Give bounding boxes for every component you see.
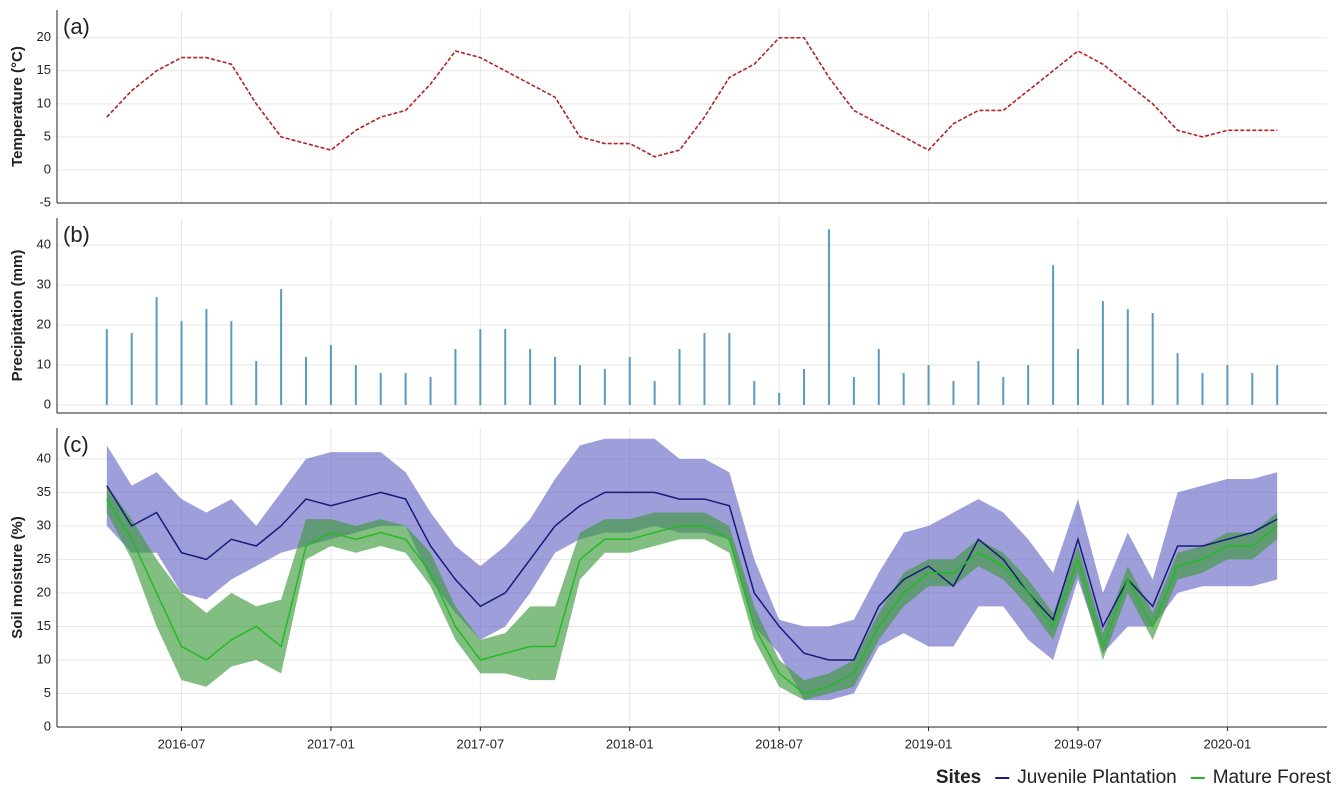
x-tick-label: 2018-07 bbox=[755, 736, 803, 751]
precipitation-bar bbox=[827, 229, 830, 406]
soil-line bbox=[106, 498, 1278, 695]
precipitation-bar bbox=[952, 381, 955, 406]
precipitation-bar bbox=[678, 349, 681, 406]
precipitation-bar bbox=[1251, 373, 1254, 406]
y-tick-label: 10 bbox=[37, 356, 51, 371]
precipitation-bar bbox=[1002, 377, 1005, 406]
precipitation-bar bbox=[255, 361, 258, 406]
precipitation-bar bbox=[429, 377, 432, 406]
x-tick-label: 2019-01 bbox=[905, 736, 953, 751]
precipitation-bar bbox=[130, 333, 133, 406]
precipitation-bar bbox=[1101, 301, 1104, 406]
y-tick-label: 0 bbox=[44, 161, 51, 176]
precipitation-bar bbox=[554, 357, 557, 406]
precipitation-bar bbox=[504, 329, 507, 406]
precipitation-bar bbox=[1076, 349, 1079, 406]
panel-label: (b) bbox=[63, 222, 90, 247]
precipitation-bar bbox=[1276, 365, 1279, 406]
y-tick-label: 5 bbox=[44, 685, 51, 700]
y-tick-label: 10 bbox=[37, 651, 51, 666]
precipitation-bar bbox=[877, 349, 880, 406]
precipitation-bar bbox=[927, 365, 930, 406]
precipitation-bar bbox=[1151, 313, 1154, 406]
y-axis-label: Temperature (°C) bbox=[9, 46, 26, 167]
precipitation-bar bbox=[329, 345, 332, 406]
y-tick-label: 35 bbox=[37, 484, 51, 499]
precipitation-bar bbox=[379, 373, 382, 406]
precipitation-bar bbox=[180, 321, 183, 406]
precipitation-bar bbox=[155, 297, 158, 406]
x-tick-label: 2019-07 bbox=[1054, 736, 1102, 751]
y-tick-label: 20 bbox=[37, 317, 51, 332]
y-tick-label: 40 bbox=[37, 237, 51, 252]
precipitation-bar bbox=[404, 373, 407, 406]
precipitation-bar bbox=[778, 393, 781, 406]
panel-label: (c) bbox=[63, 432, 89, 457]
legend-text: Juvenile Plantation bbox=[1017, 767, 1177, 788]
precipitation-bar bbox=[1226, 365, 1229, 406]
band-area bbox=[106, 485, 1278, 701]
legend-text: Mature Forest bbox=[1213, 767, 1332, 788]
precipitation-bar bbox=[728, 333, 731, 406]
y-tick-label: 20 bbox=[37, 584, 51, 599]
y-tick-label: 15 bbox=[37, 62, 51, 77]
precipitation-bar bbox=[479, 329, 482, 406]
precipitation-bar bbox=[703, 333, 706, 406]
y-tick-label: 40 bbox=[37, 450, 51, 465]
y-tick-label: 30 bbox=[37, 517, 51, 532]
precipitation-bar bbox=[902, 373, 905, 406]
y-axis-label: Precipitation (mm) bbox=[9, 250, 26, 382]
y-tick-label: 15 bbox=[37, 618, 51, 633]
y-tick-label: 30 bbox=[37, 277, 51, 292]
soil-line bbox=[106, 485, 1278, 661]
x-tick-label: 2017-07 bbox=[456, 736, 504, 751]
legend-title: Sites bbox=[936, 767, 981, 788]
precipitation-bar bbox=[105, 329, 108, 406]
precipitation-bar bbox=[305, 357, 308, 406]
precipitation-bar bbox=[454, 349, 457, 406]
precipitation-bar bbox=[803, 369, 806, 406]
x-tick-label: 2016-07 bbox=[158, 736, 206, 751]
precipitation-bar bbox=[529, 349, 532, 406]
y-tick-label: 10 bbox=[37, 95, 51, 110]
precipitation-bar bbox=[1176, 353, 1179, 406]
precipitation-bar bbox=[205, 309, 208, 406]
x-tick-label: 2020-01 bbox=[1204, 736, 1252, 751]
precipitation-bar bbox=[628, 357, 631, 406]
precipitation-bar bbox=[753, 381, 756, 406]
y-tick-label: 25 bbox=[37, 551, 51, 566]
precipitation-bar bbox=[852, 377, 855, 406]
y-tick-label: 0 bbox=[44, 396, 51, 411]
y-tick-label: -5 bbox=[39, 194, 51, 209]
precipitation-bar bbox=[1052, 265, 1055, 406]
precipitation-bar bbox=[603, 369, 606, 406]
x-tick-label: 2017-01 bbox=[307, 736, 355, 751]
precipitation-bar bbox=[280, 289, 283, 406]
panel-label: (a) bbox=[63, 14, 90, 39]
precipitation-bar bbox=[977, 361, 980, 406]
x-tick-label: 2018-01 bbox=[606, 736, 654, 751]
precipitation-bar bbox=[653, 381, 656, 406]
y-tick-label: 5 bbox=[44, 128, 51, 143]
precipitation-bar bbox=[230, 321, 233, 406]
y-tick-label: 20 bbox=[37, 29, 51, 44]
precipitation-bar bbox=[1126, 309, 1129, 406]
temperature-line bbox=[106, 36, 1278, 158]
precipitation-bar bbox=[578, 365, 581, 406]
y-axis-label: Soil moisture (%) bbox=[9, 516, 26, 639]
precipitation-bar bbox=[354, 365, 357, 406]
precipitation-bar bbox=[1027, 365, 1030, 406]
y-tick-label: 0 bbox=[44, 718, 51, 733]
precipitation-bar bbox=[1201, 373, 1204, 406]
band-area bbox=[106, 438, 1278, 701]
